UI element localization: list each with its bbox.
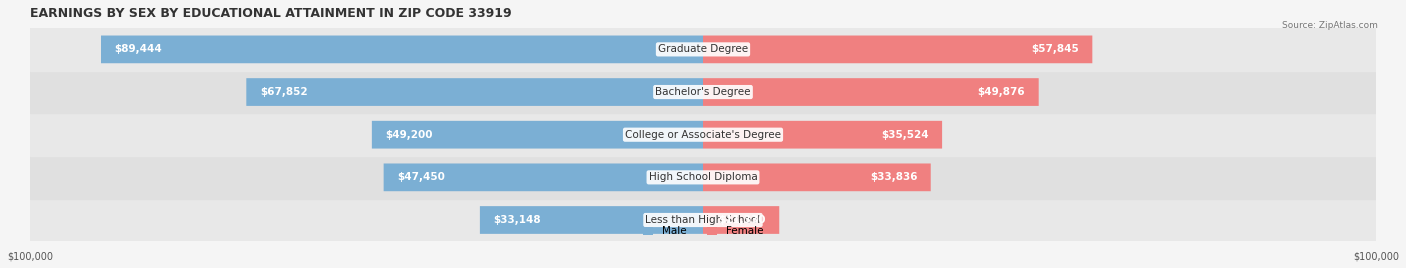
Bar [30,156,1376,199]
Text: $33,836: $33,836 [870,172,917,182]
Text: High School Diploma: High School Diploma [648,172,758,182]
FancyBboxPatch shape [30,156,1376,199]
Text: $33,148: $33,148 [494,215,541,225]
Text: $47,450: $47,450 [396,172,444,182]
Text: Less than High School: Less than High School [645,215,761,225]
Bar [30,71,1376,113]
Text: EARNINGS BY SEX BY EDUCATIONAL ATTAINMENT IN ZIP CODE 33919: EARNINGS BY SEX BY EDUCATIONAL ATTAINMEN… [30,7,512,20]
Legend: Male, Female: Male, Female [638,222,768,240]
Text: College or Associate's Degree: College or Associate's Degree [626,130,780,140]
FancyBboxPatch shape [30,28,1376,71]
FancyBboxPatch shape [703,78,1039,106]
FancyBboxPatch shape [384,163,703,191]
Text: Source: ZipAtlas.com: Source: ZipAtlas.com [1282,21,1378,31]
Text: $35,524: $35,524 [882,130,928,140]
Text: $57,845: $57,845 [1031,44,1078,54]
Text: Bachelor's Degree: Bachelor's Degree [655,87,751,97]
Text: $67,852: $67,852 [260,87,308,97]
FancyBboxPatch shape [703,206,779,234]
Bar [30,199,1376,241]
FancyBboxPatch shape [30,71,1376,113]
FancyBboxPatch shape [30,199,1376,241]
FancyBboxPatch shape [703,163,931,191]
FancyBboxPatch shape [371,121,703,148]
FancyBboxPatch shape [703,36,1092,63]
Text: $49,876: $49,876 [977,87,1025,97]
FancyBboxPatch shape [479,206,703,234]
FancyBboxPatch shape [101,36,703,63]
Bar [30,113,1376,156]
FancyBboxPatch shape [246,78,703,106]
Text: $11,330: $11,330 [718,215,766,225]
FancyBboxPatch shape [703,121,942,148]
Text: $49,200: $49,200 [385,130,433,140]
Bar [30,28,1376,71]
Text: $89,444: $89,444 [114,44,162,54]
Text: Graduate Degree: Graduate Degree [658,44,748,54]
FancyBboxPatch shape [30,113,1376,156]
